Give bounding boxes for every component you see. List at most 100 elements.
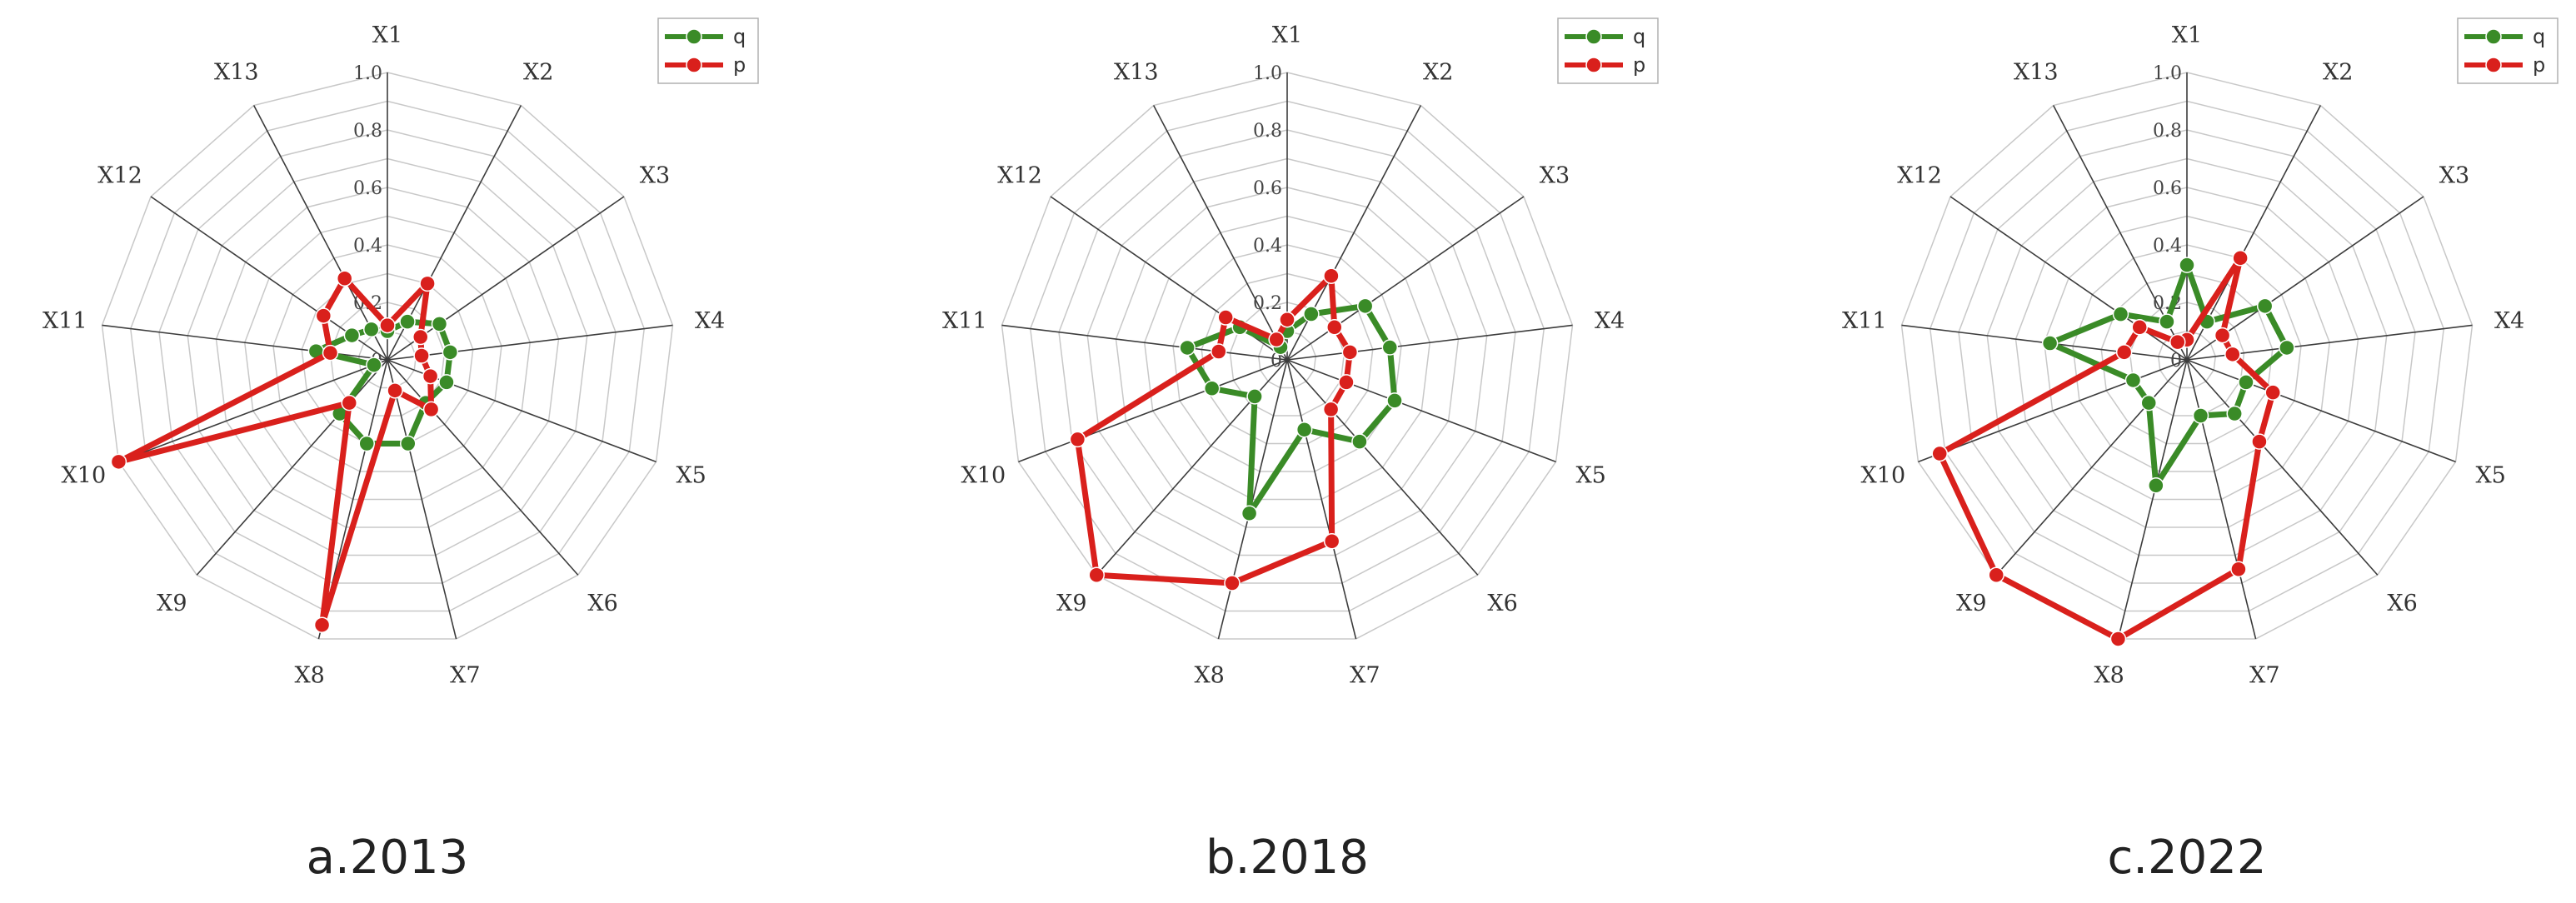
axis-label-X1: X1 <box>2172 22 2202 48</box>
legend-label-p: p <box>1633 53 1645 77</box>
axis-label-X10: X10 <box>62 462 107 488</box>
data-point-q-X11 <box>2041 335 2059 352</box>
grid-ring <box>1115 187 1460 528</box>
data-point-p-X3 <box>1326 319 1343 336</box>
axis-label-X2: X2 <box>2323 60 2353 86</box>
data-point-p-X11 <box>322 344 339 362</box>
grid-ring <box>272 244 502 472</box>
data-point-p-X10 <box>110 453 127 471</box>
data-point-p-X4 <box>1341 344 1359 361</box>
grid-ring <box>1001 72 1574 640</box>
axis-label-X11: X11 <box>42 308 87 334</box>
grid-ring <box>101 72 674 640</box>
axis-label-X10: X10 <box>961 462 1006 488</box>
data-point-q-X13 <box>2159 313 2175 330</box>
axis-label-X11: X11 <box>1842 308 1887 334</box>
data-point-p-X6 <box>2251 433 2268 450</box>
data-point-p-X12 <box>2131 319 2148 336</box>
data-point-p-X6 <box>422 401 440 418</box>
data-point-p-X2 <box>1323 267 1340 284</box>
data-point-q-X7 <box>2192 407 2209 424</box>
data-point-p-X6 <box>1322 401 1340 418</box>
data-point-q-X2 <box>399 313 416 330</box>
data-point-p-X7 <box>2230 561 2247 577</box>
data-point-q-X1 <box>2179 257 2195 273</box>
axis-label-X12: X12 <box>1897 162 1942 188</box>
grid-ring <box>1958 129 2416 584</box>
data-point-q-X3 <box>2256 297 2274 315</box>
axis-label-X4: X4 <box>2494 308 2524 334</box>
axis-label-X1: X1 <box>1272 22 1302 48</box>
grid-ring <box>1086 157 1488 556</box>
axis-spoke-X4 <box>1286 324 1573 361</box>
data-point-q-X5 <box>2238 374 2254 391</box>
data-point-p-X3 <box>2214 327 2231 344</box>
data-point-p-X2 <box>419 275 436 292</box>
axis-label-X2: X2 <box>523 60 553 86</box>
radial-tick-label: 0.8 <box>353 121 382 142</box>
data-point-q-X5 <box>438 374 455 391</box>
axis-label-X7: X7 <box>450 663 480 689</box>
axis-spoke-X4 <box>387 324 673 361</box>
data-point-q-X10 <box>366 357 382 373</box>
legend-marker-p <box>686 57 702 73</box>
axis-spoke-X2 <box>1286 105 1422 361</box>
data-point-p-X1 <box>379 317 396 334</box>
axis-label-X13: X13 <box>2014 60 2059 86</box>
axis-spoke-X10 <box>118 359 388 463</box>
axis-spoke-X9 <box>1995 359 2188 576</box>
axis-spoke-X9 <box>196 359 388 576</box>
axis-label-X3: X3 <box>2439 162 2469 188</box>
radial-tick-label: 0.8 <box>2153 121 2182 142</box>
data-point-q-X8 <box>358 435 375 452</box>
grid-ring <box>1029 100 1545 612</box>
data-point-p-X13 <box>1268 331 1285 348</box>
radial-tick-label: 0.6 <box>2153 178 2182 199</box>
axis-spoke-X6 <box>2186 359 2379 576</box>
data-point-p-X5 <box>2264 384 2281 401</box>
legend-marker-p <box>1585 57 1602 73</box>
data-point-p-X12 <box>1217 309 1234 326</box>
data-point-q-X4 <box>2279 339 2295 357</box>
data-point-p-X1 <box>1279 311 1295 328</box>
axis-spoke-X6 <box>387 359 579 576</box>
data-point-p-X8 <box>2109 631 2127 647</box>
data-point-q-X4 <box>442 344 459 361</box>
axis-label-X4: X4 <box>695 308 725 334</box>
axis-spoke-X7 <box>387 359 457 640</box>
radial-tick-label: 0.4 <box>2153 236 2182 257</box>
axis-spoke-X6 <box>1286 359 1479 576</box>
data-point-q-X4 <box>1381 339 1399 356</box>
grid-ring <box>1143 215 1431 501</box>
data-point-p-X11 <box>2115 344 2133 361</box>
legend: qp <box>1557 17 1659 84</box>
radial-tick-label: 0.2 <box>1253 293 1282 314</box>
data-point-q-X3 <box>1356 297 1374 315</box>
axis-spoke-X11 <box>1001 324 1288 361</box>
grid-ring <box>1900 72 2474 640</box>
legend-marker-q <box>1585 28 1602 45</box>
axis-spoke-X13 <box>1152 105 1288 361</box>
axis-spoke-X10 <box>1018 359 1288 463</box>
grid-ring <box>158 129 617 584</box>
grid-ring <box>1257 330 1317 389</box>
data-point-p-X5 <box>422 367 439 385</box>
data-point-q-X5 <box>1386 392 1403 409</box>
axis-label-X12: X12 <box>97 162 142 188</box>
axis-label-X13: X13 <box>214 60 259 86</box>
radial-tick-label: 1.0 <box>353 63 382 84</box>
legend-marker-q <box>686 28 702 45</box>
data-point-p-X8 <box>1224 575 1241 591</box>
data-point-p-X8 <box>313 616 331 633</box>
axis-spoke-X7 <box>2186 359 2257 640</box>
axis-label-X10: X10 <box>1861 462 1906 488</box>
data-point-q-X3 <box>431 316 448 332</box>
axis-label-X6: X6 <box>1487 591 1517 616</box>
data-point-q-X6 <box>1351 433 1368 450</box>
data-point-q-X9 <box>2140 394 2157 412</box>
radial-tick-label: 0.6 <box>1253 178 1282 199</box>
axis-label-X9: X9 <box>1056 591 1086 616</box>
legend: qp <box>2457 17 2559 84</box>
grid-ring <box>1058 129 1516 584</box>
axis-label-X3: X3 <box>1540 162 1570 188</box>
